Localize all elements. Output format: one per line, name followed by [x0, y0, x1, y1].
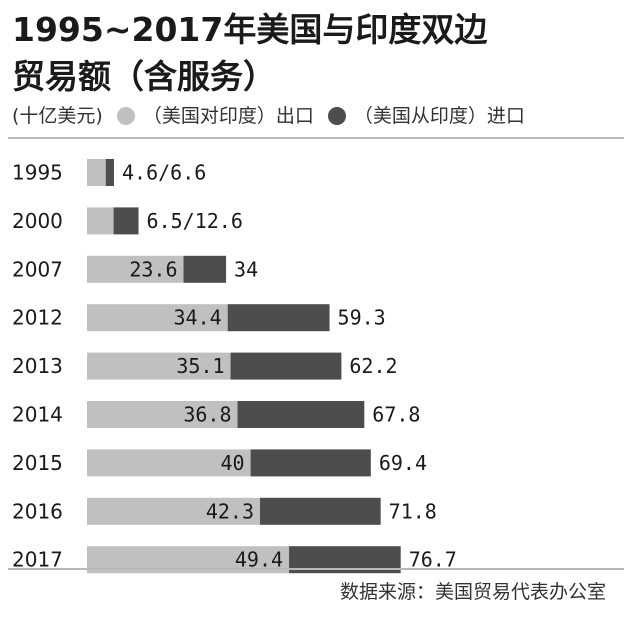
export-value-label: 42.3 [206, 499, 254, 523]
export-value-label: 23.6 [129, 257, 177, 281]
chart-title: 1995~2017年美国与印度双边 贸易额（含服务） [12, 6, 632, 100]
export-bar [87, 255, 184, 283]
unit-label: (十亿美元) [12, 105, 103, 127]
export-bar [87, 401, 238, 428]
year-label: 2012 [12, 306, 63, 330]
year-label: 1995 [12, 161, 63, 185]
export-legend-label: （美国对印度）出口 [142, 105, 314, 127]
import-legend-label: （美国从印度）进口 [353, 105, 525, 127]
value-label: 6.5/12.6 [147, 209, 243, 233]
import-value-label: 71.8 [389, 499, 437, 523]
import-value-label: 67.8 [372, 403, 420, 427]
import-value-label: 34 [234, 257, 258, 281]
import-bar [227, 304, 330, 332]
import-bar [183, 255, 227, 283]
title-line-2: 贸易额（含服务） [12, 57, 276, 96]
export-bar [87, 449, 251, 477]
top-divider [8, 137, 624, 139]
export-value-label: 40 [221, 451, 245, 475]
year-label: 2016 [12, 499, 63, 523]
legend: (十亿美元) （美国对印度）出口 （美国从印度）进口 [12, 102, 525, 130]
import-bar [250, 449, 371, 477]
import-bar [113, 207, 139, 235]
year-label: 2000 [12, 209, 63, 233]
import-value-label: 76.7 [409, 548, 457, 572]
value-label: 4.6/6.6 [122, 161, 206, 185]
import-bar [230, 352, 342, 380]
import-value-label: 59.3 [338, 306, 386, 330]
title-line-1: 1995~2017年美国与印度双边 [12, 10, 488, 49]
source-note: 数据来源：美国贸易代表办公室 [339, 581, 606, 603]
year-label: 2007 [12, 257, 63, 281]
export-bar [87, 207, 114, 235]
import-legend-swatch [327, 107, 346, 125]
import-bar [260, 497, 381, 525]
year-label: 2017 [12, 548, 63, 572]
import-value-label: 62.2 [349, 354, 397, 378]
export-bar [87, 304, 228, 332]
export-bar [87, 352, 231, 380]
import-value-label: 69.4 [379, 451, 427, 475]
year-label: 2015 [12, 451, 63, 475]
export-bar [87, 497, 261, 525]
export-value-label: 49.4 [235, 548, 283, 572]
export-legend-swatch [116, 107, 135, 125]
bottom-divider [8, 568, 624, 570]
export-value-label: 34.4 [174, 306, 222, 330]
year-label: 2014 [12, 403, 63, 427]
year-label: 2013 [12, 354, 63, 378]
import-bar [237, 401, 365, 428]
import-bar [105, 159, 114, 186]
export-value-label: 36.8 [183, 403, 231, 427]
export-bar [87, 159, 106, 186]
export-value-label: 35.1 [176, 354, 224, 378]
